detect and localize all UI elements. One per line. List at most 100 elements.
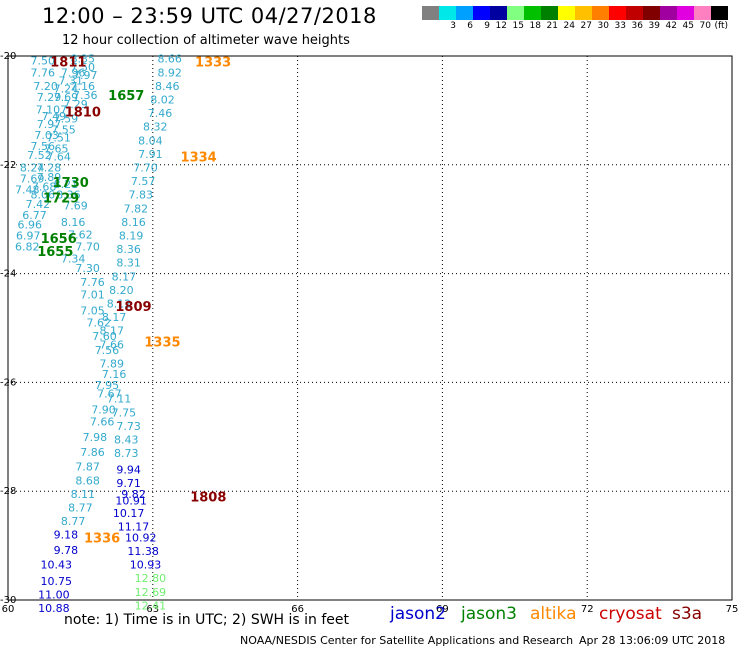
wave-height-value: 7.70 xyxy=(133,162,158,175)
wave-height-value: 7.98 xyxy=(83,431,108,444)
color-swatch-label: 9 xyxy=(484,21,490,31)
wave-height-value: 7.62 xyxy=(68,228,93,241)
wave-height-value: 7.36 xyxy=(73,89,98,102)
pass-time-label: 1730 xyxy=(53,176,89,191)
wave-height-value: 7.11 xyxy=(107,393,132,406)
wave-height-value: 7.29 xyxy=(63,98,88,111)
wave-height-value: 7.76 xyxy=(31,66,56,79)
color-swatch xyxy=(609,6,626,20)
wave-height-value: 10.93 xyxy=(130,559,162,572)
wave-height-value: 8.77 xyxy=(61,515,86,528)
pass-time-label: 1808 xyxy=(190,491,226,506)
wave-height-value: 7.30 xyxy=(75,262,100,275)
wave-height-value: 8.36 xyxy=(116,243,141,256)
legend-s3a: s3a xyxy=(672,604,703,624)
wave-height-value: 7.107 xyxy=(36,103,68,116)
wave-height-value: 8.12 xyxy=(107,298,132,311)
wave-height-value: 7.34 xyxy=(61,252,86,265)
footer-note: note: 1) Time is in UTC; 2) SWH is in fe… xyxy=(64,612,350,628)
wave-height-value: 7.73 xyxy=(116,420,141,433)
wave-height-value: 7.91 xyxy=(138,148,163,161)
wave-height-value: 6.96 xyxy=(17,219,42,232)
y-tick-label: -20 xyxy=(0,51,16,62)
wave-height-value: 7.48 xyxy=(15,183,40,196)
wave-height-value: 10.88 xyxy=(38,602,70,615)
pass-time-label: 1333 xyxy=(195,55,231,70)
wave-height-value: 11.38 xyxy=(127,545,159,558)
pass-time-label: 1335 xyxy=(144,336,180,351)
wave-height-value: 7.70 xyxy=(75,240,100,253)
wave-height-map: 60 63 66 69 72 75-20-22-24-26-28-307.50 8.357.… xyxy=(0,51,739,615)
wave-height-value: 7.96 xyxy=(61,66,86,79)
wave-height-value: 10.43 xyxy=(41,559,73,572)
color-swatch-label: 18 xyxy=(529,21,541,31)
color-swatch-label: 6 xyxy=(467,21,473,31)
color-swatch xyxy=(677,6,694,20)
x-tick-label: 75 xyxy=(726,604,739,615)
color-swatch-label: 27 xyxy=(580,21,592,31)
wave-height-value: 7.56 xyxy=(95,344,120,357)
color-swatch xyxy=(575,6,592,20)
wave-height-value: 8.16 xyxy=(61,216,86,229)
color-swatch-label: 36 xyxy=(631,21,643,31)
wave-height-value: 8.66 xyxy=(157,53,182,66)
color-swatch xyxy=(626,6,643,20)
color-swatch-label: 45 xyxy=(682,21,694,31)
wave-height-value: 8.32 xyxy=(143,121,168,134)
wave-height-value: 8.24 xyxy=(20,162,45,175)
wave-height-value: 12.41 xyxy=(135,599,167,612)
color-swatch-label: 12 xyxy=(495,21,507,31)
wave-height-value: 7.16 xyxy=(71,80,96,93)
wave-height-value: 8.17 xyxy=(112,270,137,283)
wave-height-value: 9.78 xyxy=(54,544,79,557)
color-swatch-label: 30 xyxy=(597,21,609,31)
color-swatch xyxy=(507,6,524,20)
color-swatch-label: 3 xyxy=(450,21,456,31)
wave-height-value: 7.24 xyxy=(54,83,79,96)
wave-height-value: 7.69 xyxy=(63,200,88,213)
x-tick-label: 72 xyxy=(581,604,594,615)
credit-line: NOAA/NESDIS Center for Satellite Applica… xyxy=(240,634,574,647)
wave-height-value: 7.50 xyxy=(71,61,96,74)
color-swatch xyxy=(694,6,711,20)
wave-height-value: 7.60 xyxy=(92,330,117,343)
wave-height-value: 7.83 xyxy=(128,189,153,202)
wave-height-value: 7.64 xyxy=(46,151,71,164)
x-tick-label: 69 xyxy=(436,604,449,615)
wave-height-value: 8.06 xyxy=(31,189,56,202)
x-tick-label: 60 xyxy=(2,604,15,615)
map-frame xyxy=(7,55,733,601)
wave-height-value: 7.57 xyxy=(131,175,156,188)
wave-height-value: 7.52 xyxy=(27,149,52,162)
color-legend-labels: 3 6 9 12 15 18 21 24 27 30 33 36 39 42 45 70 (ft) xyxy=(422,21,728,33)
legend-jason3: jason3 xyxy=(461,604,517,624)
y-tick-label: -28 xyxy=(0,486,16,497)
wave-height-value: 7.66 xyxy=(100,338,125,351)
color-legend-bar xyxy=(422,6,728,20)
color-swatch-label: 70 xyxy=(699,21,711,31)
color-swatch-label: 39 xyxy=(648,21,660,31)
color-swatch-label: (ft) xyxy=(714,21,728,31)
wave-height-value: 7.01 xyxy=(80,288,105,301)
x-tick-label: 66 xyxy=(291,604,304,615)
wave-height-value: 6.82 xyxy=(15,240,40,253)
wave-height-value: 10.92 xyxy=(125,531,157,544)
color-swatch xyxy=(558,6,575,20)
wave-height-value: 8.36 xyxy=(56,189,81,202)
map-title: 12:00 – 23:59 UTC 04/27/2018 xyxy=(42,4,377,28)
wave-height-value: 7.90 xyxy=(91,404,116,417)
wave-height-value: 7.89 xyxy=(37,171,62,184)
wave-height-value: 7.76 xyxy=(80,276,105,289)
wave-height-value: 7.16 xyxy=(102,368,127,381)
wave-height-value: 8.43 xyxy=(114,434,139,447)
color-swatch xyxy=(643,6,660,20)
wave-height-value: 7.62 xyxy=(86,317,111,330)
pass-time-label: 1655 xyxy=(37,245,73,260)
wave-height-value: 7.68 xyxy=(32,181,57,194)
wave-height-value: 6.97 xyxy=(16,230,41,243)
legend-cryosat: cryosat xyxy=(599,604,662,624)
color-swatch xyxy=(524,6,541,20)
pass-time-label: 1811 xyxy=(50,55,86,70)
color-swatch xyxy=(711,6,728,20)
wave-height-value: 8.19 xyxy=(119,230,144,243)
